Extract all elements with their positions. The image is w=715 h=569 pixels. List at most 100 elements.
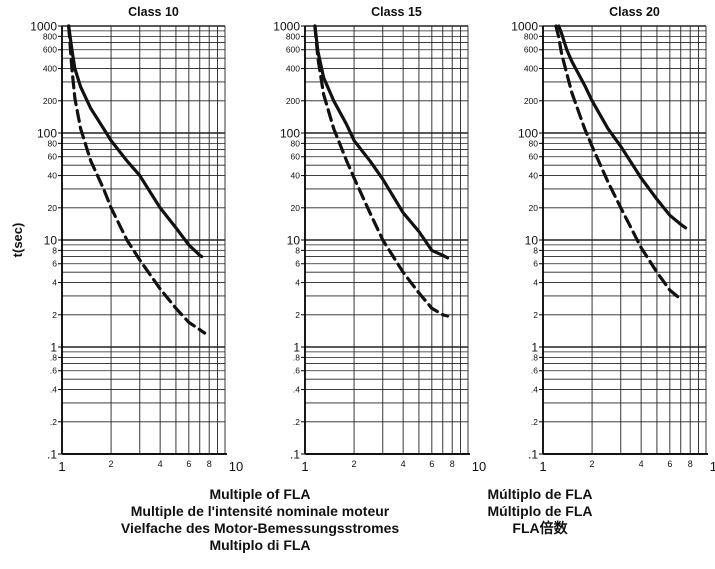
trip-curve-solid [557,24,688,230]
y-tick-label: 100 [518,127,538,141]
y-tick-label: 60 [291,152,301,162]
y-tick-label: 2 [533,310,538,320]
x-tick-label: 1 [58,459,65,474]
x-tick-label: 10 [229,459,243,474]
y-tick-label: 200 [43,96,57,106]
trip-curve-solid [67,24,204,259]
y-tick-label: 1000 [511,20,538,34]
trip-curve-dashed [554,24,683,301]
x-tick-label: 4 [158,459,163,469]
panel-title: Class 15 [371,5,422,19]
y-tick-label: 6 [295,259,300,269]
y-tick-label: .2 [50,417,57,427]
y-tick-label: 4 [295,278,300,288]
y-tick-label: 200 [286,96,300,106]
y-tick-label: 400 [286,64,300,74]
y-tick-label: 100 [280,127,300,141]
y-tick-label: 800 [43,31,57,41]
y-tick-label: 40 [529,171,539,181]
y-tick-label: 800 [524,31,538,41]
y-tick-label: 80 [529,138,539,148]
caption-line-english: Multiple of FLA [209,486,311,502]
y-tick-label: 20 [48,203,58,213]
x-tick-label: 2 [109,459,114,469]
y-axis-label: t(sec) [10,223,25,258]
caption-line-italian: Multiplo di FLA [209,537,311,553]
y-tick-label: 4 [533,278,538,288]
y-tick-label: 6 [533,259,538,269]
y-tick-label: 400 [524,64,538,74]
x-axis-caption-right: Múltiplo de FLA Múltiplo de FLA FLA倍数 [470,486,610,537]
x-tick-label: 10 [472,459,486,474]
y-tick-label: 40 [48,171,58,181]
caption-line-chinese: FLA倍数 [512,520,568,536]
x-tick-label: 2 [352,459,357,469]
x-axis-caption-left: Multiple of FLA Multiple de l'intensité … [60,486,460,554]
y-tick-label: .2 [293,417,300,427]
caption-line-portuguese: Múltiplo de FLA [487,503,593,519]
panel-title: Class 10 [128,5,179,19]
x-tick-label: 4 [639,459,644,469]
y-tick-label: 40 [291,171,301,181]
y-tick-label: .4 [50,385,57,395]
y-tick-label: 80 [48,138,58,148]
trip-curve-solid [313,24,450,260]
caption-line-german: Vielfache des Motor-Bemessungsstromes [120,520,400,536]
y-tick-label: 60 [48,152,58,162]
y-tick-label: .1 [290,448,300,462]
y-tick-label: 100 [37,127,57,141]
y-tick-label: 1000 [30,20,57,34]
x-tick-label: 2 [590,459,595,469]
x-tick-label: 4 [401,459,406,469]
y-tick-label: 400 [43,64,57,74]
trip-curve-dashed [67,24,207,335]
y-tick-label: .4 [531,385,538,395]
x-tick-label: 8 [207,459,212,469]
x-tick-label: 10 [710,459,715,474]
y-tick-label: 2 [52,310,57,320]
y-tick-label: .6 [50,366,57,376]
y-tick-label: 1000 [273,20,300,34]
y-tick-label: .1 [528,448,538,462]
x-tick-label: 1 [539,459,546,474]
y-tick-label: .6 [293,366,300,376]
trip-curve-dashed [313,24,450,318]
y-tick-label: 10 [44,234,58,248]
y-tick-label: .6 [531,366,538,376]
y-tick-label: 20 [291,203,301,213]
y-tick-label: 8 [52,245,57,255]
x-tick-label: 1 [301,459,308,474]
y-tick-label: 1 [293,341,300,355]
y-tick-label: .8 [293,352,300,362]
y-tick-label: .8 [50,352,57,362]
y-tick-label: 20 [529,203,539,213]
x-tick-label: 6 [186,459,191,469]
x-tick-label: 6 [667,459,672,469]
y-tick-label: 200 [524,96,538,106]
y-tick-label: 600 [286,45,300,55]
caption-line-spanish: Múltiplo de FLA [487,486,593,502]
y-tick-label: 60 [529,152,539,162]
y-tick-label: .1 [47,448,57,462]
y-tick-label: 6 [52,259,57,269]
y-tick-label: 8 [533,245,538,255]
y-tick-label: 600 [524,45,538,55]
y-tick-label: 600 [43,45,57,55]
y-tick-label: .2 [531,417,538,427]
y-tick-label: 80 [291,138,301,148]
y-tick-label: 8 [295,245,300,255]
y-tick-label: 10 [287,234,301,248]
y-tick-label: .8 [531,352,538,362]
y-tick-label: 1 [531,341,538,355]
caption-line-french: Multiple de l'intensité nominale moteur [130,503,390,519]
y-tick-label: 4 [52,278,57,288]
y-tick-label: 2 [295,310,300,320]
x-tick-label: 6 [429,459,434,469]
y-tick-label: 10 [525,234,539,248]
x-tick-label: 8 [450,459,455,469]
y-tick-label: .4 [293,385,300,395]
panel-title: Class 20 [609,5,660,19]
y-tick-label: 1 [50,341,57,355]
y-tick-label: 800 [286,31,300,41]
